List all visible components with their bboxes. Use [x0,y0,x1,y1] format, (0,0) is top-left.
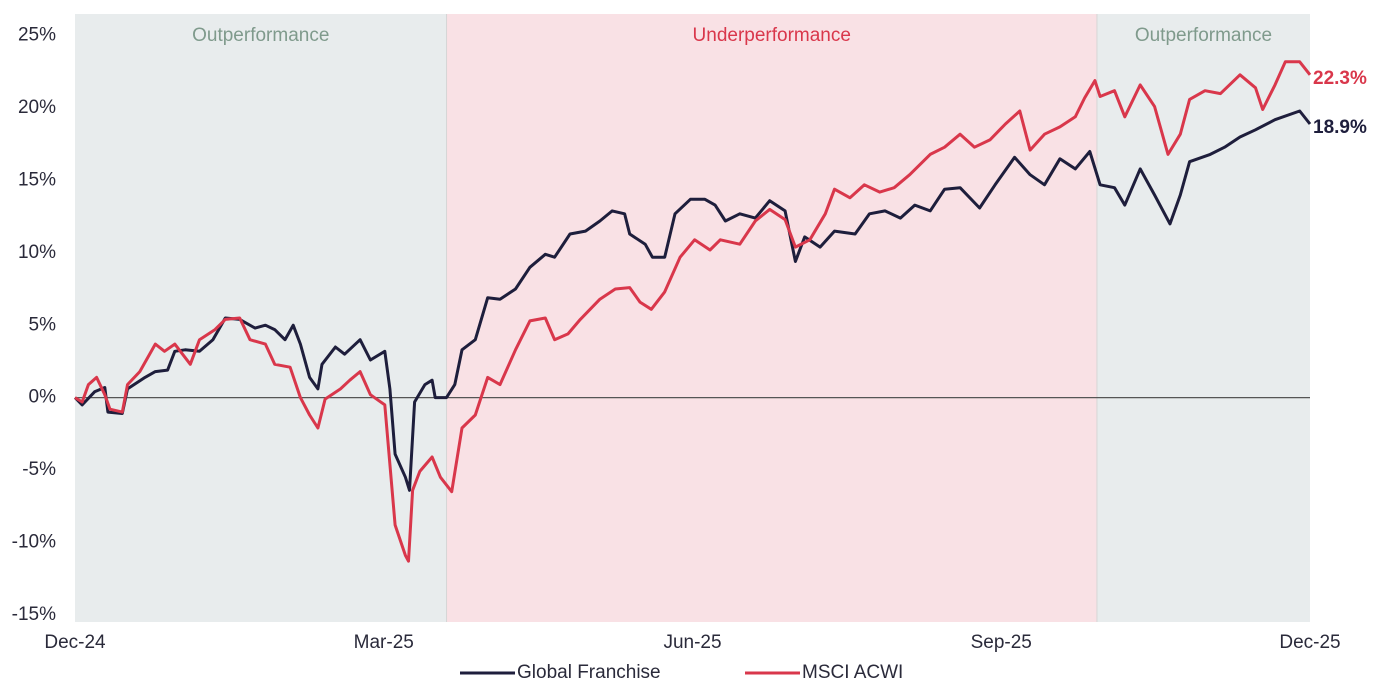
y-tick-label: 25% [18,25,56,46]
y-tick-label: 20% [18,97,56,118]
x-tick-label: Dec-25 [1279,632,1340,653]
series-line [74,60,1312,563]
region-band [1096,14,1310,622]
legend-label: MSCI ACWI [802,662,903,683]
y-tick-label: 15% [18,169,56,190]
y-tick-label: 5% [29,314,57,335]
end-label: 22.3% [1313,68,1367,89]
region-band [446,14,1097,622]
y-tick-label: 0% [29,387,57,408]
region-label: Outperformance [1135,25,1272,46]
y-tick-label: 10% [18,242,56,263]
end-label: 18.9% [1313,117,1367,138]
region-label: Outperformance [192,25,329,46]
x-tick-label: Sep-25 [971,632,1032,653]
legend-label: Global Franchise [517,662,661,683]
y-tick-label: -5% [22,459,56,480]
y-tick-label: -15% [12,604,56,625]
y-tick-label: -10% [12,531,56,552]
x-tick-label: Mar-25 [354,632,414,653]
x-tick-label: Dec-24 [44,632,106,653]
region-band [75,14,447,622]
series-line [73,109,1312,492]
x-tick-label: Jun-25 [663,632,721,653]
region-label: Underperformance [693,25,851,46]
